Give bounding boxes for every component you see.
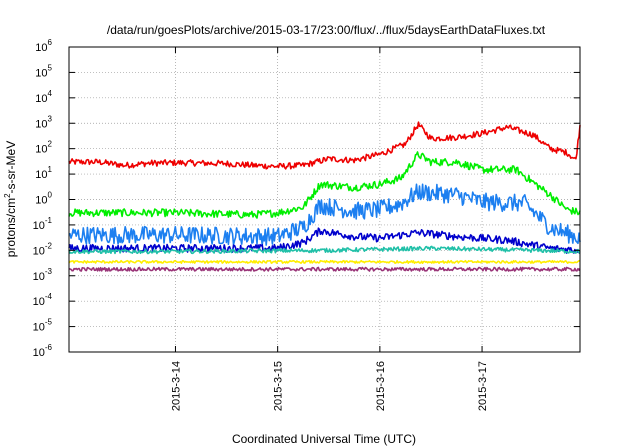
y-tick-label-exp: 5	[48, 63, 53, 72]
x-tick-label: 2015-3-15	[273, 361, 285, 411]
y-tick-label-base: 10	[33, 271, 45, 283]
series-line-6	[68, 259, 581, 264]
y-tick-label-base: 10	[33, 220, 45, 232]
y-tick-label-base: 10	[35, 118, 47, 130]
y-axis-title-exp: 2	[3, 193, 12, 198]
y-tick-label-exp: 3	[48, 114, 53, 123]
x-tick-label: 2015-3-16	[375, 361, 387, 411]
series-line-4	[68, 227, 581, 254]
grid	[69, 47, 580, 352]
y-tick-label: 101	[35, 165, 52, 181]
y-tick-label: 10-2	[33, 241, 53, 257]
y-tick-label-base: 10	[35, 42, 47, 54]
y-tick-label-base: 10	[33, 347, 45, 359]
y-tick-label-exp: 4	[48, 89, 53, 98]
y-axis-title-base: protons/cm	[4, 198, 18, 257]
y-tick-label-base: 10	[35, 195, 47, 207]
y-tick-label-base: 10	[35, 169, 47, 181]
y-tick-label-exp: -5	[45, 318, 53, 327]
y-tick-label: 10-4	[33, 292, 53, 308]
y-tick-label-base: 10	[33, 245, 45, 257]
y-tick-label: 10-6	[33, 343, 53, 359]
y-tick-label-base: 10	[35, 144, 47, 156]
series-layer	[68, 121, 581, 272]
y-tick-labels: 10-610-510-410-310-210-11001011021031041…	[33, 38, 53, 359]
y-tick-label-exp: 6	[48, 38, 53, 47]
y-tick-label: 10-1	[33, 216, 53, 232]
x-axis-title: Coordinated Universal Time (UTC)	[232, 432, 416, 446]
y-tick-label: 100	[35, 191, 52, 207]
y-tick-label-base: 10	[33, 296, 45, 308]
y-tick-label: 10-5	[33, 318, 53, 334]
y-tick-label-base: 10	[35, 93, 47, 105]
x-tick-label: 2015-3-14	[170, 361, 182, 411]
y-tick-label: 105	[35, 63, 52, 79]
y-tick-label-base: 10	[33, 322, 45, 334]
series-line-2	[68, 151, 581, 219]
y-axis-title: protons/cm2-s-sr-MeV	[3, 141, 18, 257]
y-tick-label-exp: 0	[48, 191, 53, 200]
chart-title: /data/run/goesPlots/archive/2015-03-17/2…	[107, 23, 546, 37]
y-tick-label: 103	[35, 114, 52, 130]
y-tick-label-exp: -6	[45, 343, 53, 352]
y-tick-label-exp: -3	[45, 267, 53, 276]
ticks	[69, 46, 580, 353]
y-tick-label-exp: 2	[48, 140, 53, 149]
series-line-5	[68, 245, 581, 255]
y-axis-title-rest: -s-sr-MeV	[4, 141, 18, 194]
series-line-3	[68, 183, 581, 246]
y-tick-label: 104	[35, 89, 52, 105]
series-line-7	[68, 266, 581, 272]
y-tick-label: 106	[35, 38, 52, 54]
y-tick-label-exp: -2	[45, 241, 53, 250]
x-tick-labels: 2015-3-14 2015-3-15 2015-3-16 2015-3-17	[170, 361, 489, 411]
y-tick-label: 10-3	[33, 267, 53, 283]
y-tick-label-exp: -1	[45, 216, 53, 225]
y-tick-label-base: 10	[35, 67, 47, 79]
y-tick-label-exp: 1	[48, 165, 53, 174]
y-tick-label-exp: -4	[45, 292, 53, 301]
y-tick-label: 102	[35, 140, 52, 156]
x-tick-label: 2015-3-17	[477, 361, 489, 411]
series-line-1	[68, 121, 581, 170]
